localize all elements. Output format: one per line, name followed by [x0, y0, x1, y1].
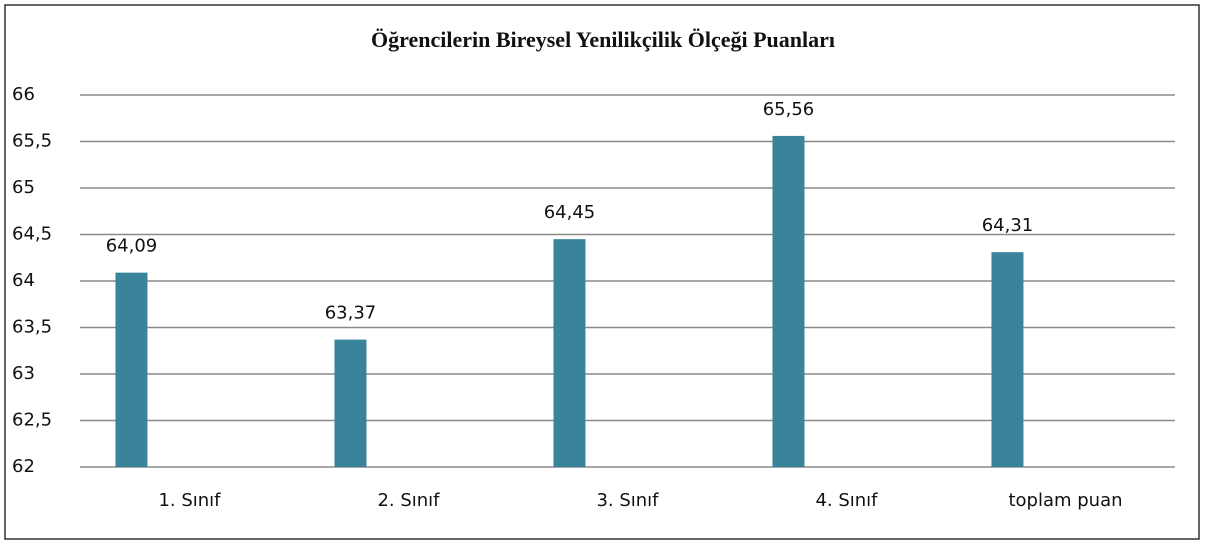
value-label: 64,45 [544, 202, 596, 223]
bar [115, 272, 148, 467]
value-label: 63,37 [325, 303, 377, 324]
x-tick-label: 3. Sınıf [596, 490, 659, 511]
y-tick-label: 63 [12, 363, 35, 384]
y-tick-label: 65,5 [12, 131, 52, 152]
value-label: 64,31 [982, 215, 1034, 236]
x-tick-label: 4. Sınıf [815, 490, 878, 511]
bar [772, 135, 805, 468]
x-tick-label: 1. Sınıf [158, 490, 221, 511]
x-tick-label: 2. Sınıf [377, 490, 440, 511]
bar [991, 252, 1024, 467]
y-tick-label: 66 [12, 84, 35, 105]
y-tick-label: 65 [12, 177, 35, 198]
value-label: 64,09 [106, 236, 158, 257]
y-tick-label: 64,5 [12, 224, 52, 245]
y-tick-label: 63,5 [12, 317, 52, 338]
y-tick-label: 64 [12, 270, 35, 291]
value-label: 65,56 [763, 99, 815, 120]
x-tick-label: toplam puan [1008, 490, 1122, 511]
chart-title: Öğrencilerin Bireysel Yenilikçilik Ölçeğ… [371, 27, 835, 52]
y-tick-label: 62 [12, 456, 35, 477]
bar [553, 239, 586, 467]
y-tick-label: 62,5 [12, 410, 52, 431]
bar [334, 339, 367, 467]
